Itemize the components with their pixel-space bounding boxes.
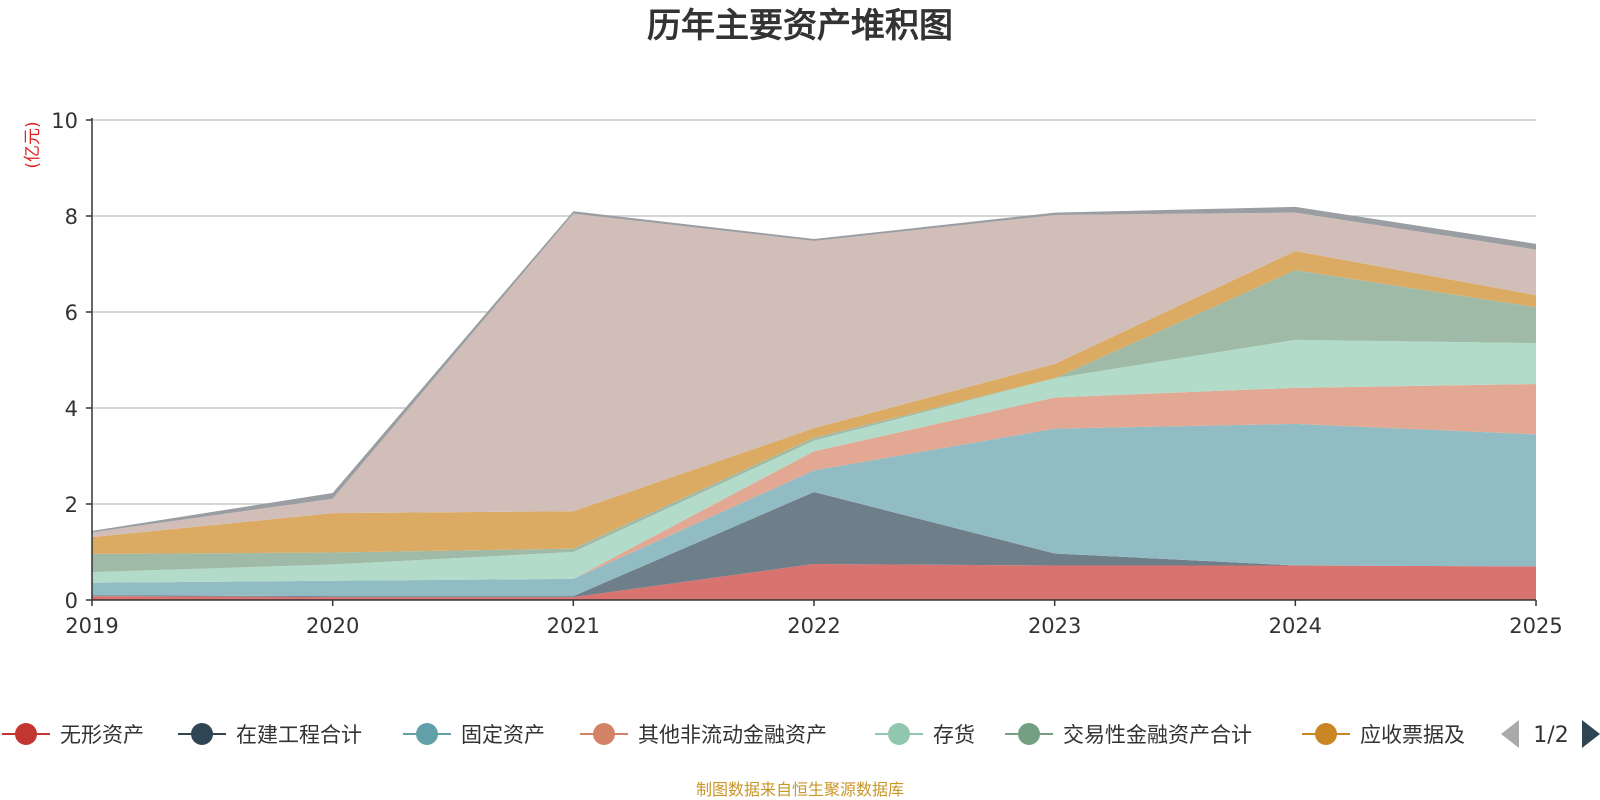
y-tick-label: 10 (51, 109, 78, 133)
x-tick-label: 2023 (1028, 614, 1081, 638)
x-tick-label: 2022 (787, 614, 840, 638)
legend-label: 交易性金融资产合计 (1063, 723, 1252, 747)
legend-item[interactable]: 存货 (875, 723, 975, 747)
legend-page-indicator: 1/2 (1533, 723, 1568, 748)
data-source-note: 制图数据来自恒生聚源数据库 (696, 780, 904, 799)
legend-marker (416, 723, 438, 745)
area-series-2 (92, 492, 1536, 598)
area-series-8 (92, 212, 1536, 538)
area-series-5 (92, 339, 1536, 583)
area-series-1 (92, 564, 1536, 600)
chart-title: 历年主要资产堆积图 (647, 6, 953, 46)
legend-item[interactable]: 无形资产 (2, 723, 144, 747)
legend-marker (593, 723, 615, 745)
legend-marker (191, 723, 213, 745)
legend-item[interactable]: 在建工程合计 (178, 723, 362, 747)
legend-label: 其他非流动金融资产 (638, 723, 827, 747)
area-series-7 (92, 251, 1536, 554)
x-tick-label: 2024 (1269, 614, 1322, 638)
area-series (92, 206, 1536, 600)
legend-next-icon[interactable] (1582, 720, 1600, 748)
y-tick-label: 8 (65, 205, 78, 229)
legend-marker (1018, 723, 1040, 745)
legend-label: 无形资产 (60, 723, 144, 747)
legend-item[interactable]: 应收票据及 (1302, 723, 1465, 747)
area-series-3 (92, 423, 1536, 597)
y-tick-label: 4 (65, 397, 78, 421)
legend-label: 应收票据及 (1360, 723, 1465, 747)
legend-marker (1315, 723, 1337, 745)
y-tick-label: 2 (65, 493, 78, 517)
x-tick-label: 2021 (547, 614, 600, 638)
x-tick-label: 2019 (65, 614, 118, 638)
x-tick-label: 2025 (1509, 614, 1562, 638)
legend-label: 在建工程合计 (236, 723, 362, 747)
axes: 0 2 4 6 8 10 2019 2020 2021 2022 2023 2024 2025 (51, 109, 1562, 638)
x-tick-label: 2020 (306, 614, 359, 638)
legend-label: 存货 (933, 723, 975, 747)
y-tick-label: 0 (65, 589, 78, 613)
legend-marker (888, 723, 910, 745)
legend-item[interactable]: 其他非流动金融资产 (580, 723, 827, 747)
area-series-6 (92, 270, 1536, 573)
y-axis-unit-label: (亿元) (23, 121, 43, 168)
legend-item[interactable]: 交易性金融资产合计 (1005, 723, 1252, 747)
legend-marker (15, 723, 37, 745)
legend-pager: 1/2 (1501, 720, 1600, 748)
area-series-4 (92, 384, 1536, 583)
legend-prev-icon[interactable] (1501, 720, 1519, 748)
legend: 无形资产 在建工程合计 固定资产 其他非流动金融资产 存货 交易性金融资产合计 应收票据及 (2, 723, 1465, 747)
legend-label: 固定资产 (461, 723, 545, 747)
y-tick-label: 6 (65, 301, 78, 325)
legend-item[interactable]: 固定资产 (403, 723, 545, 747)
